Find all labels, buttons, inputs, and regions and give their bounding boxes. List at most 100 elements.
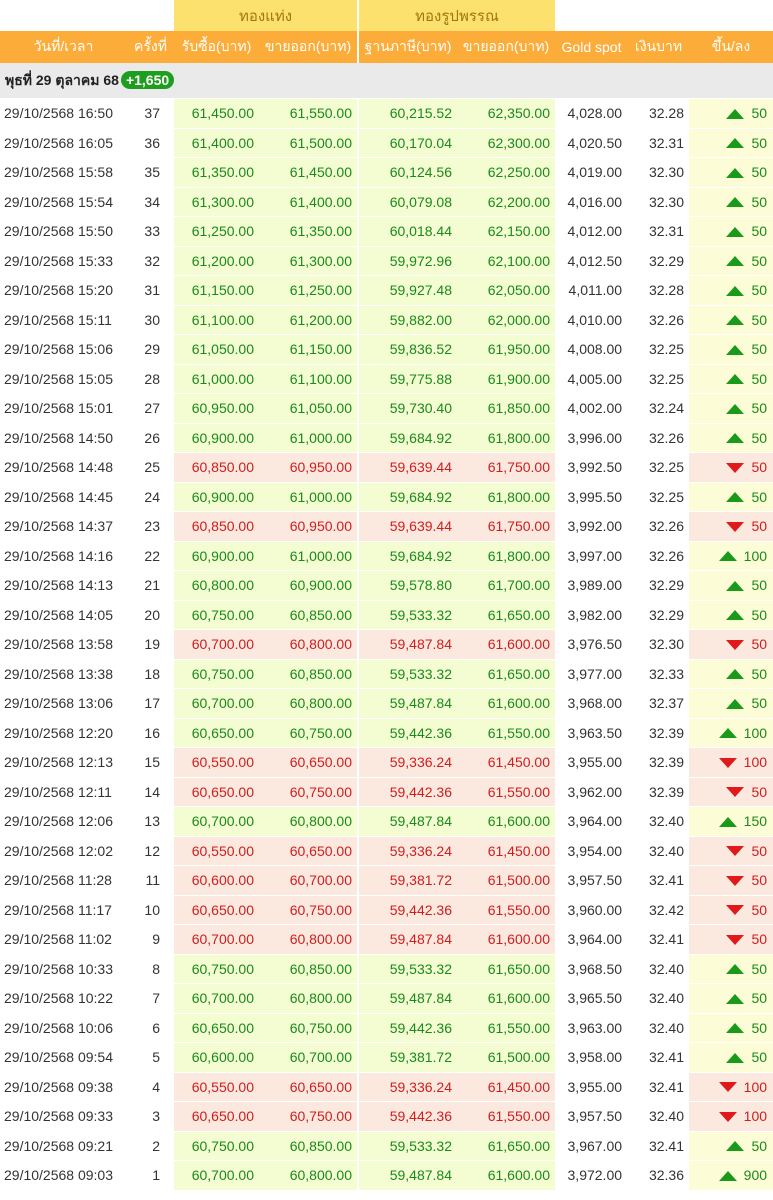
row-ornament-sell: 61,700.00 <box>457 570 556 600</box>
row-change: 50 <box>689 363 773 393</box>
row-ornament-base: 59,487.84 <box>357 983 458 1013</box>
col-header-ornament-base[interactable]: ฐานภาษี(บาท) <box>357 31 458 63</box>
row-gold-spot: 3,989.00 <box>555 570 629 600</box>
row-number: 35 <box>127 157 174 187</box>
row-bar-buy: 60,900.00 <box>174 422 259 452</box>
row-gold-spot: 3,955.00 <box>555 1071 629 1102</box>
row-change: 50 <box>689 953 773 983</box>
row-bar-buy: 60,600.00 <box>174 1042 259 1072</box>
row-gold-spot: 3,997.00 <box>555 540 629 571</box>
group-ornament-gold: ทองรูปพรรณ <box>357 0 556 31</box>
row-change-value: 50 <box>751 695 768 712</box>
row-change-value: 50 <box>751 311 768 328</box>
row-ornament-sell: 61,900.00 <box>457 363 556 393</box>
row-ornament-base: 59,442.36 <box>357 894 458 924</box>
row-change: 100 <box>689 1101 773 1131</box>
row-number: 29 <box>127 334 174 364</box>
row-thb: 32.25 <box>628 363 690 394</box>
row-bar-buy: 61,350.00 <box>174 157 259 187</box>
row-number: 13 <box>127 806 174 836</box>
row-gold-spot: 4,012.50 <box>555 245 629 276</box>
row-number: 22 <box>127 540 174 571</box>
row-ornament-base: 59,730.40 <box>357 393 458 423</box>
row-ornament-base: 59,533.32 <box>357 1130 458 1160</box>
row-thb: 32.31 <box>628 127 690 158</box>
col-header-gold-spot[interactable]: Gold spot <box>555 31 629 63</box>
row-number: 18 <box>127 658 174 689</box>
row-change-value: 900 <box>743 1167 768 1184</box>
row-ornament-base: 60,124.56 <box>357 157 458 187</box>
row-change-value: 50 <box>751 960 768 977</box>
row-ornament-base: 59,487.84 <box>357 629 458 659</box>
col-header-ornament-sell[interactable]: ขายออก(บาท) <box>457 31 556 63</box>
arrow-up-icon <box>726 315 745 326</box>
row-datetime: 29/10/2568 14:37 <box>0 511 127 541</box>
col-header-bar-buy[interactable]: รับซื้อ(บาท) <box>174 31 259 63</box>
row-number: 23 <box>127 511 174 541</box>
row-gold-spot: 3,982.00 <box>555 599 629 630</box>
row-bar-sell: 60,800.00 <box>259 806 358 836</box>
row-change-value: 100 <box>743 547 768 564</box>
row-ornament-base: 59,639.44 <box>357 511 458 541</box>
row-gold-spot: 3,992.50 <box>555 452 629 482</box>
arrow-down-icon <box>718 757 737 768</box>
col-header-bar-sell[interactable]: ขายออก(บาท) <box>259 31 358 63</box>
row-bar-buy: 60,700.00 <box>174 806 259 836</box>
row-bar-sell: 61,200.00 <box>259 304 358 334</box>
row-ornament-sell: 61,550.00 <box>457 1101 556 1131</box>
row-ornament-sell: 61,550.00 <box>457 717 556 747</box>
row-change-value: 50 <box>751 341 768 358</box>
row-ornament-base: 59,533.32 <box>357 658 458 688</box>
col-header-thb[interactable]: เงินบาท <box>628 31 690 63</box>
table-row: 29/10/2568 13:38 18 60,750.00 60,850.00 59,5… <box>0 658 773 689</box>
row-number: 4 <box>127 1071 174 1102</box>
row-change: 50 <box>689 511 773 541</box>
row-bar-sell: 60,850.00 <box>259 953 358 983</box>
row-number: 30 <box>127 304 174 335</box>
col-header-datetime[interactable]: วันที่/เวลา <box>0 31 127 63</box>
row-thb: 32.26 <box>628 540 690 571</box>
row-datetime: 29/10/2568 14:45 <box>0 481 127 512</box>
row-ornament-base: 59,684.92 <box>357 540 458 570</box>
row-ornament-sell: 62,050.00 <box>457 275 556 305</box>
row-ornament-base: 59,336.24 <box>357 747 458 777</box>
row-bar-buy: 60,650.00 <box>174 776 259 806</box>
arrow-up-icon <box>718 1170 737 1181</box>
row-thb: 32.30 <box>628 157 690 187</box>
arrow-down-icon <box>726 846 745 857</box>
row-number: 5 <box>127 1042 174 1072</box>
row-gold-spot: 4,010.00 <box>555 304 629 335</box>
row-change-value: 50 <box>751 872 768 889</box>
arrow-down-icon <box>726 521 745 532</box>
row-ornament-base: 59,336.24 <box>357 835 458 865</box>
row-bar-sell: 61,050.00 <box>259 393 358 423</box>
row-bar-sell: 60,800.00 <box>259 1160 358 1190</box>
table-row: 29/10/2568 15:01 27 60,950.00 61,050.00 59,7… <box>0 393 773 423</box>
row-number: 31 <box>127 275 174 305</box>
row-gold-spot: 4,011.00 <box>555 275 629 305</box>
row-bar-buy: 60,850.00 <box>174 452 259 482</box>
row-bar-buy: 60,600.00 <box>174 865 259 895</box>
row-ornament-sell: 61,750.00 <box>457 452 556 482</box>
row-change-value: 50 <box>751 164 768 181</box>
row-change: 50 <box>689 275 773 305</box>
row-thb: 32.40 <box>628 1101 690 1131</box>
row-ornament-base: 59,381.72 <box>357 1042 458 1072</box>
table-row: 29/10/2568 15:33 32 61,200.00 61,300.00 59,9… <box>0 245 773 276</box>
row-thb: 32.26 <box>628 511 690 541</box>
table-row: 29/10/2568 15:11 30 61,100.00 61,200.00 59,8… <box>0 304 773 335</box>
row-bar-sell: 60,750.00 <box>259 1012 358 1042</box>
row-number: 11 <box>127 865 174 895</box>
arrow-up-icon <box>726 285 745 296</box>
row-number: 10 <box>127 894 174 925</box>
row-ornament-base: 60,215.52 <box>357 98 458 128</box>
col-header-change[interactable]: ขึ้น/ลง <box>689 31 773 63</box>
row-change-value: 50 <box>751 488 768 505</box>
row-gold-spot: 3,967.00 <box>555 1130 629 1161</box>
row-thb: 32.41 <box>628 865 690 895</box>
row-ornament-sell: 61,800.00 <box>457 540 556 570</box>
row-bar-sell: 61,000.00 <box>259 481 358 511</box>
row-ornament-base: 59,442.36 <box>357 1012 458 1042</box>
row-ornament-base: 59,639.44 <box>357 452 458 482</box>
col-header-no[interactable]: ครั้งที่ <box>127 31 174 63</box>
